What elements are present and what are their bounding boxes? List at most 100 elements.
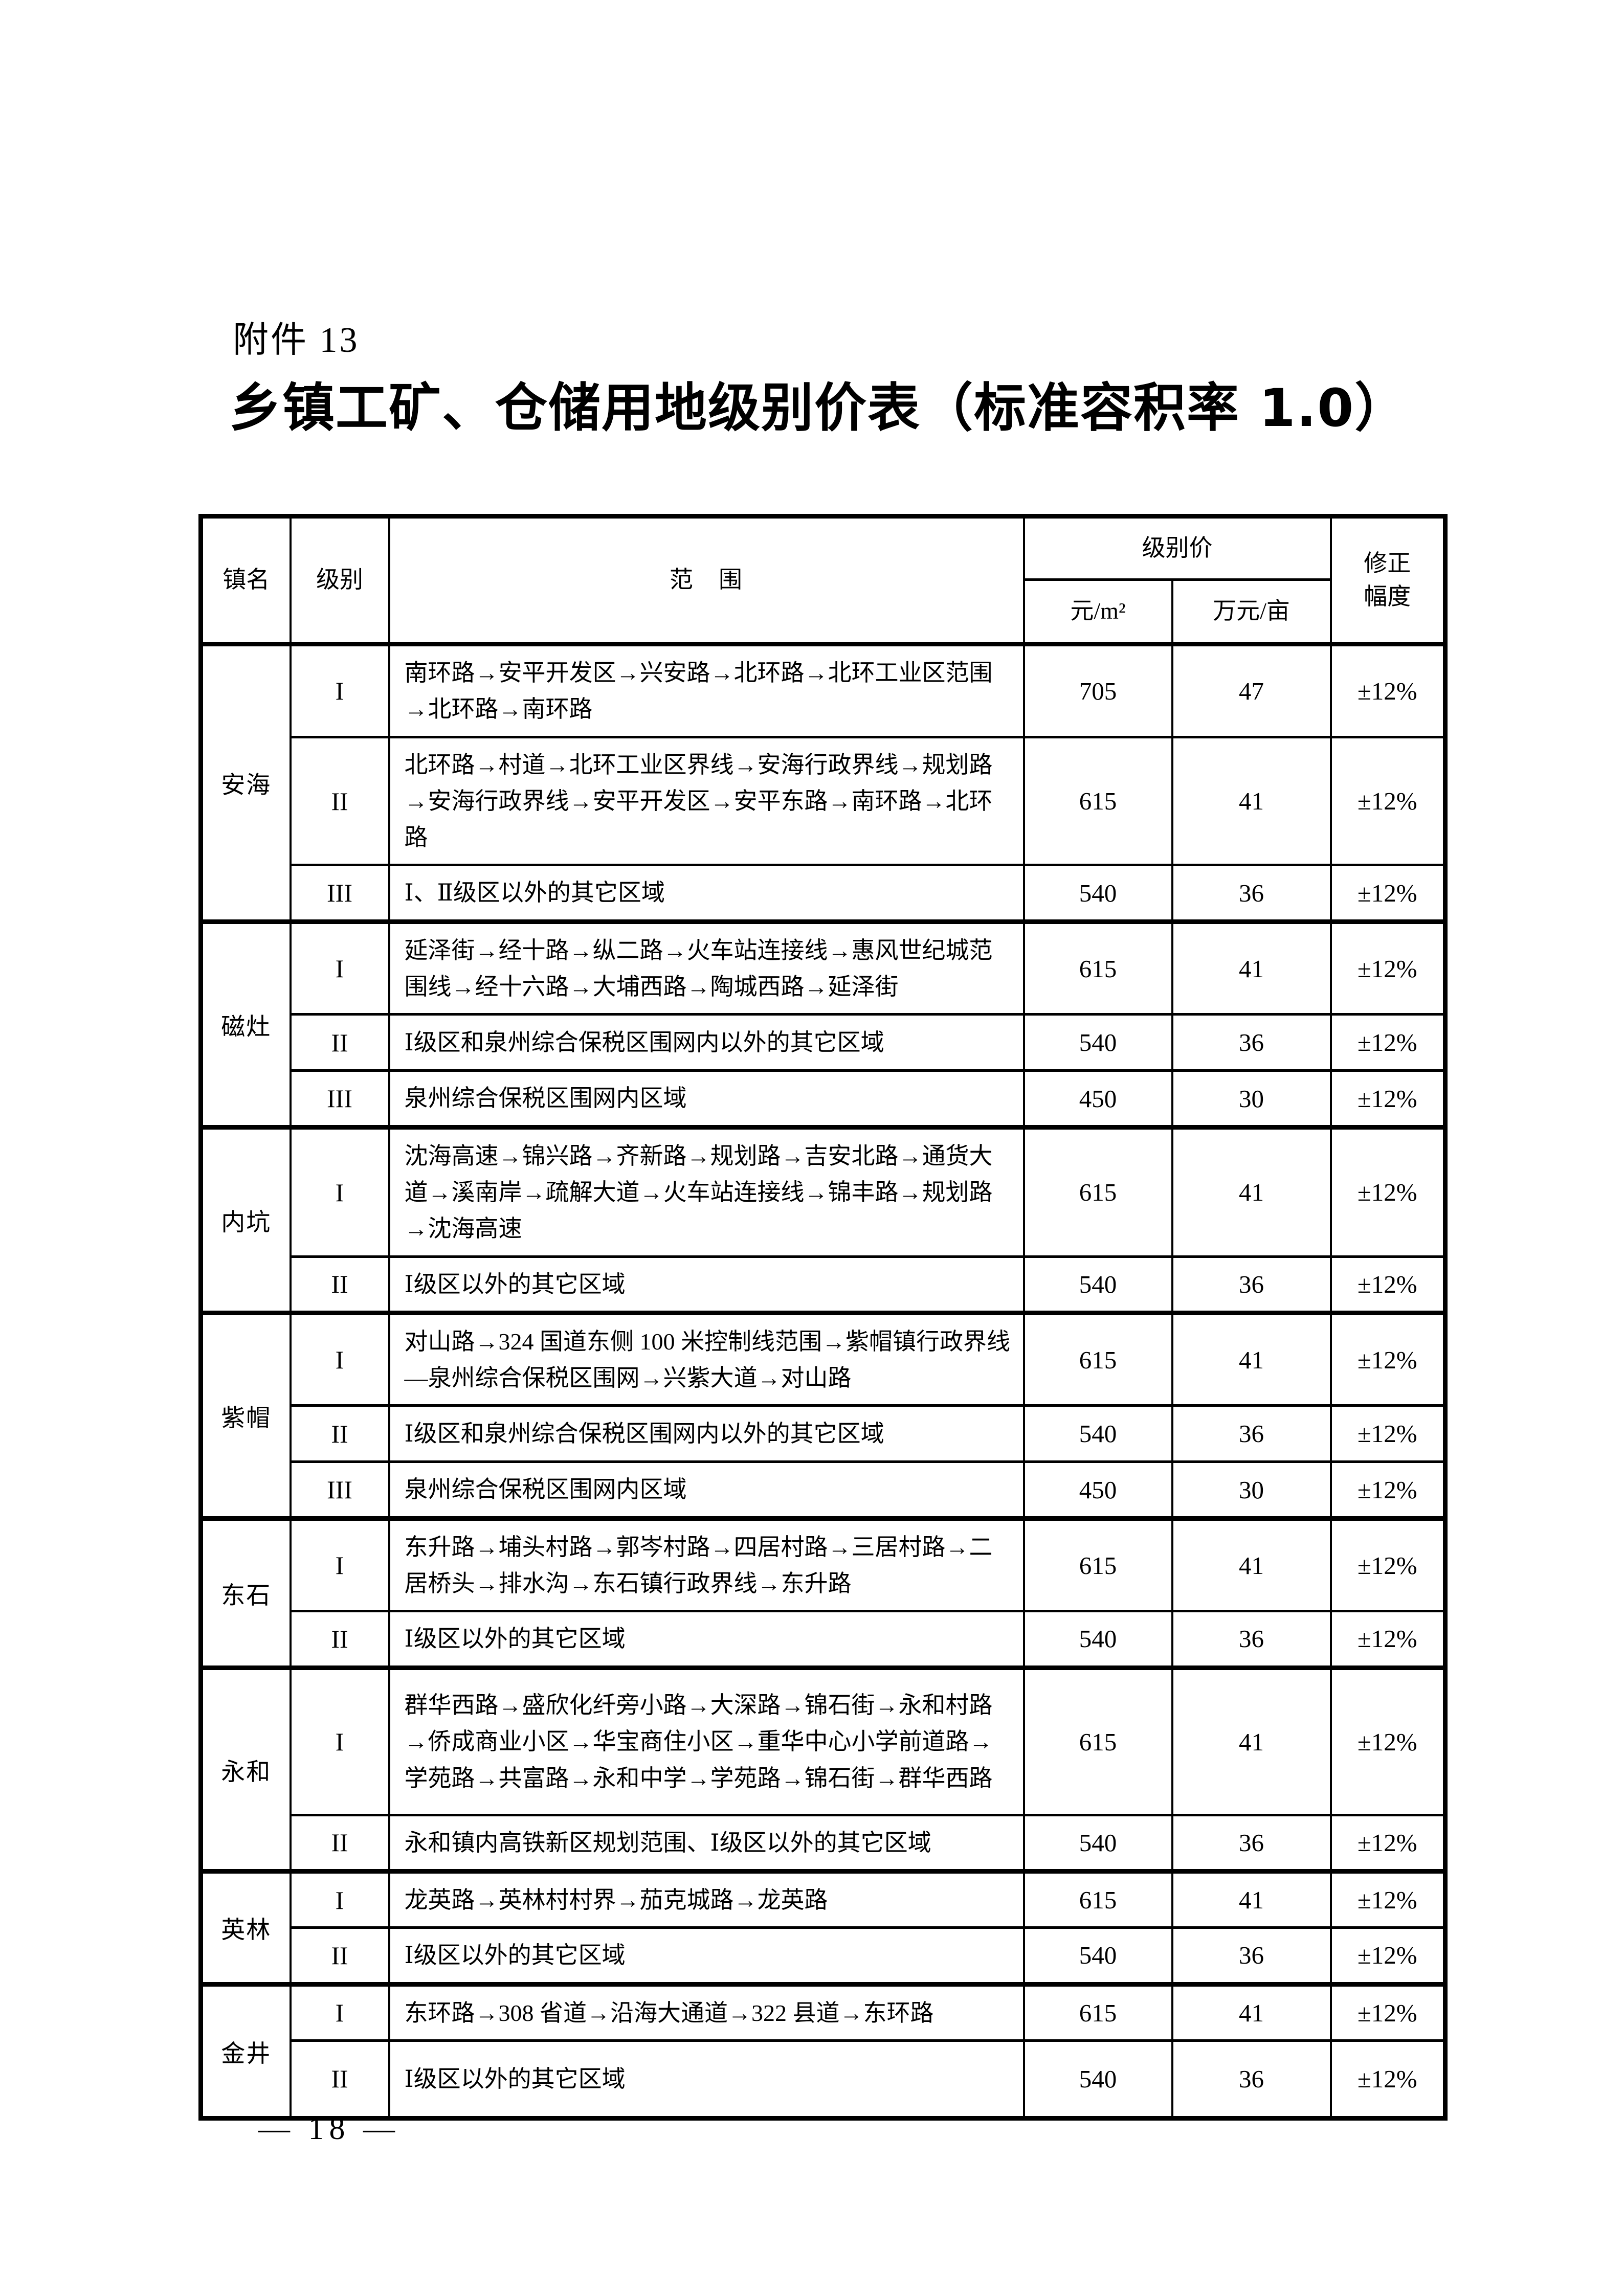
price-mu-cell: 41 (1171, 1982, 1332, 2042)
level-cell: II (289, 1926, 390, 1986)
price-mu-cell: 36 (1171, 1610, 1332, 1669)
price-sqm-cell: 540 (1022, 1610, 1173, 1669)
level-cell: I (289, 642, 390, 738)
town-cell: 内坑 (199, 1124, 292, 1314)
level-cell: II (289, 1013, 390, 1072)
price-sqm-cell: 540 (1022, 2039, 1173, 2120)
town-cell: 磁灶 (199, 919, 292, 1129)
level-cell: II (289, 1813, 390, 1873)
level-cell: II (289, 1610, 390, 1669)
range-cell: 群华西路→盛欣化纤旁小路→大深路→锦石街→永和村路→侨成商业小区→华宝商住小区→… (388, 1665, 1025, 1816)
adjustment-cell: ±12% (1329, 1124, 1447, 1258)
price-mu-cell: 41 (1171, 919, 1332, 1016)
price-sqm-cell: 615 (1022, 735, 1173, 867)
level-cell: I (289, 1869, 390, 1929)
adjustment-cell: ±12% (1329, 642, 1447, 738)
table-row: II Ⅰ级区以外的其它区域 540 36 ±12% (201, 1610, 1447, 1669)
col-header-adjustment: 修正 幅度 (1329, 515, 1447, 646)
price-sqm-cell: 615 (1022, 1665, 1173, 1816)
table-row: 内坑 I 沈海高速→锦兴路→齐新路→规划路→吉安北路→通货大道→溪南岸→疏解大道… (199, 1124, 1447, 1314)
adjustment-cell: ±12% (1329, 1516, 1447, 1613)
price-mu-cell: 36 (1171, 1813, 1332, 1873)
adjustment-cell: ±12% (1329, 1404, 1447, 1464)
table-row: II 永和镇内高铁新区规划范围、Ⅰ级区以外的其它区域 540 36 ±12% (201, 1813, 1447, 1873)
table-row: 磁灶 I 延泽街→经十路→纵二路→火车站连接线→惠风世纪城范围线→经十六路→大埔… (199, 919, 1447, 1129)
price-sqm-cell: 615 (1022, 1124, 1173, 1258)
price-sqm-cell: 450 (1022, 1069, 1173, 1129)
table-row: II Ⅰ级区以外的其它区域 540 36 ±12% (201, 2039, 1447, 2120)
level-cell: I (289, 1982, 390, 2042)
level-cell: II (289, 1255, 390, 1314)
range-cell: Ⅰ级区以外的其它区域 (388, 1255, 1025, 1314)
table-row: II Ⅰ级区和泉州综合保税区围网内以外的其它区域 540 36 ±12% (201, 1404, 1447, 1464)
adjustment-cell: ±12% (1329, 1665, 1447, 1816)
price-sqm-cell: 540 (1022, 1926, 1173, 1986)
range-cell: 对山路→324 国道东侧 100 米控制线范围→紫帽镇行政界线—泉州综合保税区围… (388, 1310, 1025, 1407)
price-sqm-cell: 540 (1022, 1404, 1173, 1464)
col-header-unit-sqm: 元/m² (1022, 578, 1173, 646)
town-cell: 东石 (199, 1516, 292, 1669)
col-header-range: 范 围 (388, 515, 1025, 646)
page-title: 乡镇工矿、仓储用地级别价表（标准容积率 1.0） (229, 378, 1408, 439)
adjustment-cell: ±12% (1329, 1069, 1447, 1129)
price-mu-cell: 41 (1171, 1124, 1332, 1258)
price-sqm-cell: 615 (1022, 1516, 1173, 1613)
range-cell: 沈海高速→锦兴路→齐新路→规划路→吉安北路→通货大道→溪南岸→疏解大道→火车站连… (388, 1124, 1025, 1258)
table-row: II Ⅰ级区以外的其它区域 540 36 ±12% (201, 1926, 1447, 1986)
price-mu-cell: 47 (1171, 642, 1332, 738)
col-header-level: 级别 (289, 515, 390, 646)
town-cell: 英林 (199, 1869, 292, 1986)
price-mu-cell: 41 (1171, 735, 1332, 867)
table-row: 永和 I 群华西路→盛欣化纤旁小路→大深路→锦石街→永和村路→侨成商业小区→华宝… (199, 1665, 1447, 1873)
range-cell: 东升路→埔头村路→郭岑村路→四居村路→三居村路→二居桥头→排水沟→东石镇行政界线… (388, 1516, 1025, 1613)
range-cell: Ⅰ级区以外的其它区域 (388, 1610, 1025, 1669)
range-cell: 泉州综合保税区围网内区域 (388, 1069, 1025, 1129)
table-row: III Ⅰ、Ⅱ级区以外的其它区域 540 36 ±12% (201, 864, 1447, 923)
adjustment-cell: ±12% (1329, 864, 1447, 923)
attachment-label: 附件 13 (233, 321, 360, 360)
land-price-table: 镇名 级别 范 围 级别价 修正 幅度 元/m² 万元/亩 安海 I 南环路→安… (198, 514, 1448, 2121)
range-cell: 东环路→308 省道→沿海大通道→322 县道→东环路 (388, 1982, 1025, 2042)
price-mu-cell: 41 (1171, 1516, 1332, 1613)
adjustment-cell: ±12% (1329, 1013, 1447, 1072)
level-cell: III (289, 864, 390, 923)
adjustment-cell: ±12% (1329, 2039, 1447, 2120)
level-cell: I (289, 1310, 390, 1407)
table-row: 金井 I 东环路→308 省道→沿海大通道→322 县道→东环路 615 41 … (199, 1982, 1447, 2120)
price-sqm-cell: 615 (1022, 1310, 1173, 1407)
level-cell: III (289, 1069, 390, 1129)
price-sqm-cell: 540 (1022, 864, 1173, 923)
level-cell: II (289, 1404, 390, 1464)
adjustment-cell: ±12% (1329, 1255, 1447, 1314)
range-cell: Ⅰ级区和泉州综合保税区围网内以外的其它区域 (388, 1404, 1025, 1464)
col-header-town: 镇名 (199, 515, 292, 646)
range-cell: 延泽街→经十路→纵二路→火车站连接线→惠风世纪城范围线→经十六路→大埔西路→陶城… (388, 919, 1025, 1016)
range-cell: 北环路→村道→北环工业区界线→安海行政界线→规划路→安海行政界线→安平开发区→安… (388, 735, 1025, 867)
table-row: 安海 I 南环路→安平开发区→兴安路→北环路→北环工业区范围→北环路→南环路 7… (199, 642, 1447, 923)
adjustment-cell: ±12% (1329, 919, 1447, 1016)
level-cell: I (289, 919, 390, 1016)
table-row: 紫帽 I 对山路→324 国道东侧 100 米控制线范围→紫帽镇行政界线—泉州综… (199, 1310, 1447, 1520)
level-cell: I (289, 1665, 390, 1816)
table-row: II 北环路→村道→北环工业区界线→安海行政界线→规划路→安海行政界线→安平开发… (201, 735, 1447, 867)
town-cell: 紫帽 (199, 1310, 292, 1520)
range-cell: 泉州综合保税区围网内区域 (388, 1460, 1025, 1520)
town-cell: 金井 (199, 1982, 292, 2120)
price-mu-cell: 41 (1171, 1869, 1332, 1929)
header-row-2: 元/m² 万元/亩 (201, 578, 1445, 646)
range-cell: Ⅰ级区和泉州综合保税区围网内以外的其它区域 (388, 1013, 1025, 1072)
range-cell: Ⅰ级区以外的其它区域 (388, 1926, 1025, 1986)
price-sqm-cell: 540 (1022, 1813, 1173, 1873)
header-row-1: 镇名 级别 范 围 级别价 修正 幅度 (199, 515, 1447, 646)
price-mu-cell: 41 (1171, 1310, 1332, 1407)
adjustment-cell: ±12% (1329, 1460, 1447, 1520)
price-mu-cell: 36 (1171, 1013, 1332, 1072)
price-sqm-cell: 540 (1022, 1255, 1173, 1314)
price-sqm-cell: 450 (1022, 1460, 1173, 1520)
table-row: III 泉州综合保税区围网内区域 450 30 ±12% (201, 1069, 1447, 1129)
range-cell: 龙英路→英林村村界→茄克城路→龙英路 (388, 1869, 1025, 1929)
price-sqm-cell: 540 (1022, 1013, 1173, 1072)
price-mu-cell: 36 (1171, 1255, 1332, 1314)
town-cell: 永和 (199, 1665, 292, 1873)
